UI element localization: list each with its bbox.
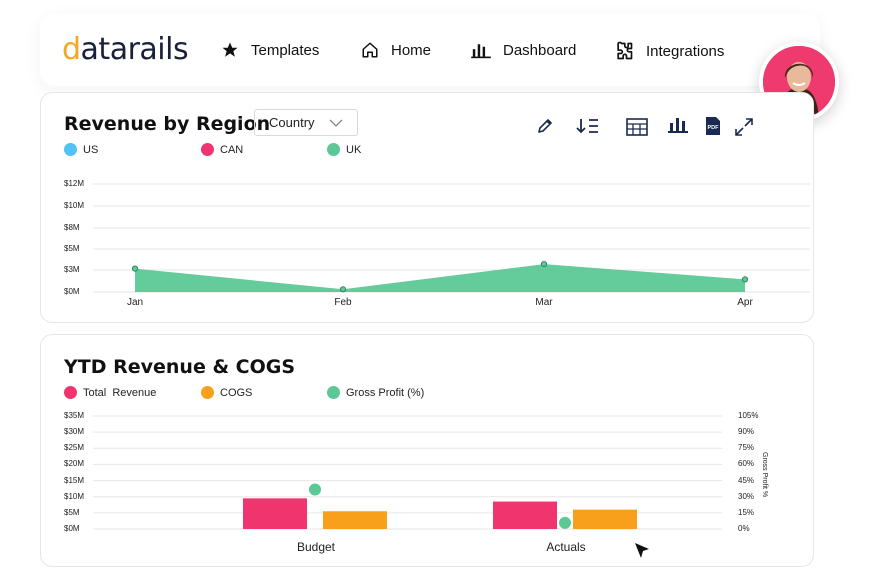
- legend-gross-profit-swatch: [327, 386, 340, 399]
- legend-uk[interactable]: UK: [327, 143, 361, 156]
- legend-us-swatch: [64, 143, 77, 156]
- bar-chart-icon: [668, 118, 688, 133]
- y-tick-label-left: $0M: [64, 524, 80, 533]
- home-icon: [362, 42, 378, 58]
- country-select[interactable]: Country: [254, 109, 358, 136]
- star-icon: [222, 42, 238, 57]
- data-point: [339, 286, 347, 293]
- y-tick-label-right: 60%: [738, 459, 755, 469]
- y-tick-label-left: $10M: [64, 491, 85, 501]
- y-tick-label-right: 90%: [738, 427, 755, 437]
- legend-can[interactable]: CAN: [201, 143, 243, 156]
- y-tick-label: $3M: [64, 265, 80, 274]
- nav-templates[interactable]: Templates: [221, 41, 319, 59]
- nav-home[interactable]: Home: [361, 41, 431, 59]
- bar-chart-view-button[interactable]: [667, 116, 689, 134]
- export-pdf-button[interactable]: PDF: [704, 116, 722, 136]
- country-select-value: Country: [269, 115, 315, 130]
- data-point: [131, 265, 139, 272]
- y-tick-label-right: 45%: [738, 475, 755, 485]
- ytd-card-title: YTD Revenue & COGS: [64, 356, 296, 378]
- x-tick-label: Jan: [126, 297, 144, 308]
- table-view-button[interactable]: [626, 118, 648, 136]
- y-tick-label-left: $30M: [64, 427, 85, 437]
- y-tick-label-left: $15M: [64, 475, 85, 485]
- x-category-label: Actuals: [546, 540, 586, 554]
- nav-templates-label: Templates: [251, 41, 320, 59]
- data-point: [540, 261, 548, 268]
- gross-profit-marker: [559, 516, 571, 529]
- edit-button[interactable]: [536, 117, 552, 135]
- y-tick-label: $8M: [64, 223, 80, 232]
- x-tick-label: Mar: [535, 297, 553, 308]
- mouse-cursor: [634, 542, 650, 565]
- pencil-icon: [538, 119, 552, 133]
- datarails-logo[interactable]: datarails: [62, 32, 189, 67]
- legend-gross-profit[interactable]: Gross Profit (%): [327, 386, 424, 399]
- y-tick-label-right: 75%: [738, 443, 755, 453]
- area-series-uk: [135, 264, 745, 292]
- gross-profit-marker: [309, 483, 321, 496]
- legend-uk-swatch: [327, 143, 340, 156]
- expand-icon: [735, 118, 753, 136]
- bar-cogs: [323, 511, 387, 529]
- puzzle-icon: [617, 41, 633, 60]
- nav-integrations[interactable]: Integrations: [614, 41, 724, 61]
- y-tick-label-right: 0%: [738, 524, 750, 533]
- chevron-down-icon: [329, 119, 343, 127]
- bar-total-revenue: [243, 498, 307, 529]
- nav-home-label: Home: [391, 41, 432, 59]
- legend-cogs[interactable]: COGS: [201, 386, 252, 399]
- y-tick-label: $12M: [64, 179, 85, 188]
- right-axis-label: Gross Profit %: [761, 452, 768, 498]
- x-tick-label: Apr: [737, 297, 753, 308]
- legend-total-revenue-swatch: [64, 386, 77, 399]
- nav-dashboard-label: Dashboard: [503, 41, 577, 59]
- legend-can-label: CAN: [220, 143, 244, 156]
- top-nav-bar: [40, 14, 820, 86]
- x-category-label: Budget: [296, 540, 336, 554]
- legend-gross-profit-label: Gross Profit (%): [346, 386, 425, 399]
- sort-icon: [576, 119, 598, 134]
- pdf-icon-text: PDF: [708, 125, 720, 131]
- y-tick-label-left: $35M: [64, 411, 85, 420]
- bar-cogs: [573, 509, 637, 529]
- y-tick-label-right: 105%: [738, 411, 759, 420]
- legend-us-label: US: [83, 143, 99, 156]
- y-tick-label-right: 15%: [738, 507, 755, 517]
- nav-dashboard[interactable]: Dashboard: [471, 41, 576, 59]
- ytd-revenue-cogs-card: [40, 334, 814, 567]
- y-tick-label: $10M: [64, 201, 85, 210]
- legend-total-revenue[interactable]: Total Revenue: [64, 386, 156, 399]
- y-tick-label-right: 30%: [738, 491, 755, 501]
- legend-cogs-swatch: [201, 386, 214, 399]
- y-tick-label-left: $20M: [64, 459, 85, 469]
- expand-button[interactable]: [735, 118, 753, 136]
- y-tick-label-left: $25M: [64, 443, 85, 453]
- revenue-card-title: Revenue by Region: [64, 113, 271, 135]
- data-point: [741, 276, 749, 283]
- legend-uk-label: UK: [346, 143, 362, 156]
- legend-total-revenue-label: Total Revenue: [83, 386, 157, 399]
- nav-integrations-label: Integrations: [646, 42, 725, 60]
- pdf-icon: PDF: [706, 117, 720, 135]
- sort-button[interactable]: [576, 117, 600, 135]
- x-tick-label: Feb: [334, 297, 352, 308]
- bar-chart-icon: [471, 44, 491, 59]
- y-tick-label: $0M: [64, 287, 80, 296]
- legend-can-swatch: [201, 143, 214, 156]
- bar-total-revenue: [493, 501, 557, 529]
- y-tick-label: $5M: [64, 244, 80, 253]
- y-tick-label-left: $5M: [64, 507, 80, 517]
- table-icon: [626, 118, 648, 136]
- legend-cogs-label: COGS: [220, 386, 253, 399]
- legend-us[interactable]: US: [64, 143, 98, 156]
- cursor-arrow-icon: [635, 543, 649, 558]
